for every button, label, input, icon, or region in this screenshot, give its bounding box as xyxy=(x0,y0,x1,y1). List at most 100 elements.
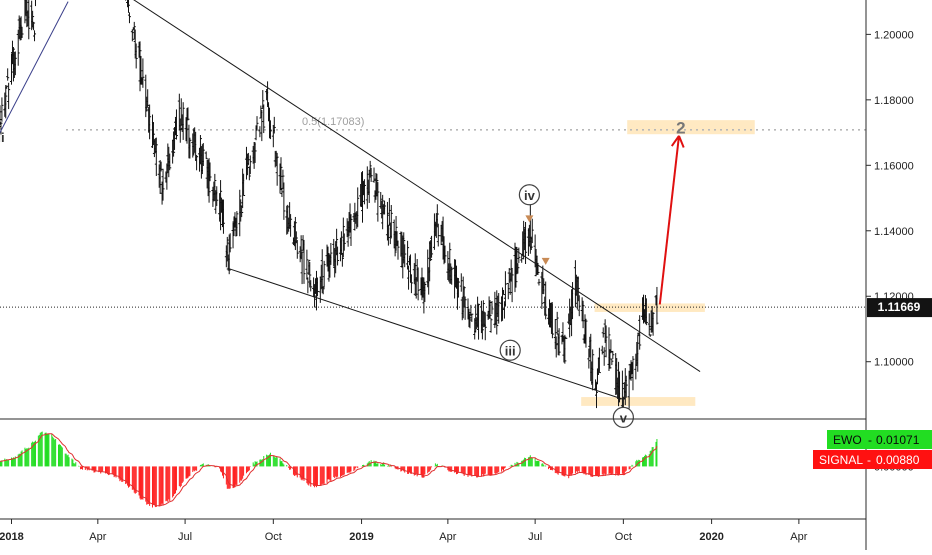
price-bar xyxy=(403,244,407,268)
price-bar xyxy=(225,236,229,262)
sell-marker xyxy=(525,215,534,223)
trendline-wave-ii-rise[interactable] xyxy=(0,1,69,133)
price-bar xyxy=(219,180,223,231)
price-axis[interactable]: 1.200001.180001.160001.140001.120001.100… xyxy=(866,29,914,369)
price-bar xyxy=(0,122,3,135)
price-bar xyxy=(168,153,172,171)
price-bar xyxy=(6,68,10,81)
price-bar xyxy=(537,278,541,286)
price-bar xyxy=(413,253,417,297)
price-bar xyxy=(368,160,372,178)
price-bar xyxy=(396,240,400,260)
price-bar xyxy=(5,85,9,89)
price-bar xyxy=(488,300,492,319)
price-bar xyxy=(20,26,24,38)
price-bar xyxy=(300,251,304,285)
price-bar xyxy=(302,239,306,284)
price-bar xyxy=(609,339,613,354)
price-bar xyxy=(188,137,192,159)
price-tick-label: 1.20000 xyxy=(874,29,914,41)
trendline-lower-channel[interactable] xyxy=(228,267,624,400)
fib-level-label: 0.5(1.17083) xyxy=(302,116,364,128)
price-bar xyxy=(594,379,598,391)
price-bar xyxy=(474,304,478,333)
price-bar xyxy=(430,235,434,258)
price-bar xyxy=(450,266,454,285)
price-bar xyxy=(514,246,518,288)
trendline-upper-channel[interactable] xyxy=(127,0,701,372)
wave-label-v: v xyxy=(612,406,634,428)
price-tick-label: 1.14000 xyxy=(874,226,914,238)
price-bar xyxy=(439,224,443,246)
price-bar xyxy=(195,154,199,171)
price-bar xyxy=(495,290,499,335)
price-bar xyxy=(503,271,507,307)
price-bar xyxy=(134,43,138,69)
price-bar xyxy=(329,242,333,265)
price-bar xyxy=(385,201,389,241)
price-bar xyxy=(341,217,345,258)
price-bar xyxy=(174,109,178,140)
price-bar xyxy=(379,191,383,209)
price-bar xyxy=(159,161,163,172)
price-bar xyxy=(577,295,581,317)
price-bar xyxy=(336,246,340,266)
time-tick-label: 2019 xyxy=(349,531,373,543)
price-bar xyxy=(402,232,406,264)
price-bar xyxy=(497,293,501,324)
price-bar xyxy=(261,90,265,109)
price-bar xyxy=(584,318,588,348)
price-bar xyxy=(242,173,246,197)
price-bar xyxy=(423,281,427,303)
price-bar xyxy=(306,277,310,294)
price-bar xyxy=(238,189,242,237)
price-bar xyxy=(477,303,481,340)
price-bar xyxy=(557,328,561,356)
price-bar xyxy=(127,0,131,13)
time-axis[interactable]: 2018 Apr Jul Oct 2019 Apr Jul Oct 2020 Apr xyxy=(0,519,808,543)
price-bar xyxy=(501,289,505,296)
price-bar xyxy=(507,268,511,283)
price-bar xyxy=(356,187,360,228)
signal-tag-value: 0.00880 xyxy=(876,453,920,467)
price-bar xyxy=(181,102,185,140)
wave-label-text: iv xyxy=(524,188,536,203)
price-bar xyxy=(4,85,8,119)
price-bar xyxy=(550,303,554,339)
price-bar xyxy=(307,259,311,275)
price-bar xyxy=(604,325,608,358)
price-bar xyxy=(520,254,524,263)
price-bar xyxy=(501,287,505,320)
last-price-tag: 1.11669 xyxy=(867,298,932,318)
price-bar xyxy=(248,155,252,175)
price-bar xyxy=(409,274,413,294)
wave-label-ii: ii xyxy=(0,130,5,145)
price-bar xyxy=(148,104,152,140)
price-bar xyxy=(516,263,520,274)
price-bar xyxy=(555,311,559,335)
price-bar xyxy=(198,134,202,165)
price-bar xyxy=(173,127,177,150)
time-tick-label: Apr xyxy=(89,531,106,543)
price-bar xyxy=(435,204,439,228)
price-bar xyxy=(651,312,655,336)
price-bar xyxy=(429,240,433,262)
price-bar xyxy=(443,245,447,263)
price-bar xyxy=(636,334,640,372)
ewo-tag-dash: - xyxy=(868,433,872,447)
price-bar xyxy=(426,249,430,288)
signal-tag-dash: - xyxy=(867,453,871,467)
highlight-zones xyxy=(581,120,755,406)
price-bar xyxy=(554,336,558,358)
price-bar xyxy=(215,186,219,206)
price-bar xyxy=(151,122,155,146)
price-bar xyxy=(389,204,393,239)
price-bar xyxy=(573,260,577,308)
price-bar xyxy=(489,318,493,333)
price-bar xyxy=(648,334,652,337)
price-bar xyxy=(141,58,145,88)
wave-label-iii: iii xyxy=(499,339,521,361)
price-bar xyxy=(597,347,601,374)
time-tick-label: Apr xyxy=(790,531,807,543)
price-bar xyxy=(294,231,298,244)
